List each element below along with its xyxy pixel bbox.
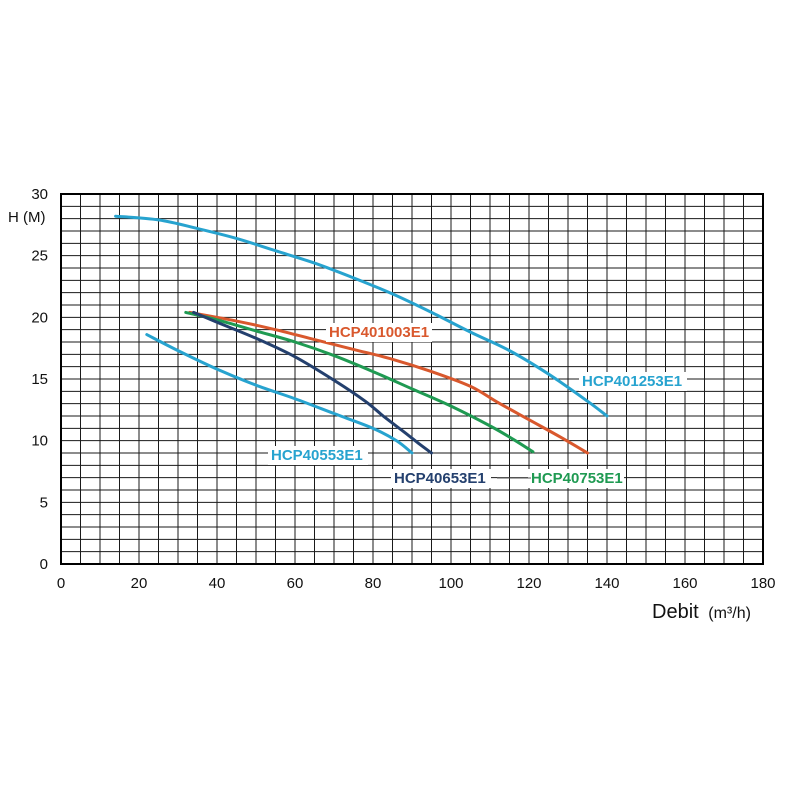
series-label-background [268, 446, 368, 465]
series-line-hcp401003e1 [188, 310, 589, 455]
series-line-hcp40653e1 [192, 310, 433, 455]
x-tick-label: 80 [365, 575, 382, 592]
series-label-hcp40653e1: HCP40653E1 [394, 470, 486, 487]
series-lines [114, 214, 609, 455]
x-tick-label: 20 [131, 575, 148, 592]
series-label-background [579, 372, 687, 391]
plot-frame [60, 193, 764, 565]
y-tick-label: 30 [31, 186, 48, 203]
x-axis-label-unit: (m³/h) [708, 605, 751, 622]
y-tick-label: 5 [40, 494, 48, 511]
series-label-hcp401003e1: HCP401003E1 [329, 324, 429, 341]
y-tick-label: 10 [31, 433, 48, 450]
y-tick-label: 15 [31, 371, 48, 388]
series-line-hcp40753e1 [184, 310, 535, 454]
series-label-background [528, 469, 624, 488]
x-tick-label: 120 [516, 575, 541, 592]
x-axis-label-main: Debit [652, 601, 699, 623]
x-tick-label: 0 [57, 575, 65, 592]
x-tick-label: 140 [594, 575, 619, 592]
grid [60, 193, 764, 565]
series-label-hcp40553e1: HCP40553E1 [271, 447, 363, 464]
y-tick-label: 0 [40, 556, 48, 573]
series-label-hcp40753e1: HCP40753E1 [531, 470, 623, 487]
x-tick-label: 160 [672, 575, 697, 592]
series-label-background [326, 323, 432, 342]
series-line-hcp401253e1 [114, 214, 609, 418]
series-label-hcp401253e1: HCP401253E1 [582, 373, 682, 390]
y-axis-label: H (M) [8, 209, 46, 226]
tick-labels: 0 20 40 60 80 100 120 140 160 180 0 5 10 15 20 25 30 [31, 186, 775, 592]
x-tick-label: 180 [750, 575, 775, 592]
y-tick-label: 25 [31, 248, 48, 265]
series-line-hcp40553e1 [145, 333, 414, 455]
y-tick-label: 20 [31, 309, 48, 326]
x-tick-label: 60 [287, 575, 304, 592]
x-tick-label: 40 [209, 575, 226, 592]
x-axis-label: Debit (m³/h) [652, 601, 751, 623]
series-label-background [391, 469, 491, 488]
x-tick-label: 100 [438, 575, 463, 592]
series-labels: HCP401253E1 HCP401003E1 HCP40753E1 HCP40653… [268, 323, 687, 488]
